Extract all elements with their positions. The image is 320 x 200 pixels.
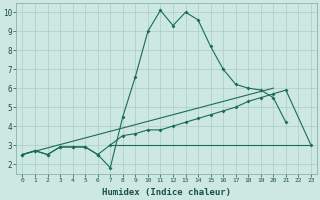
X-axis label: Humidex (Indice chaleur): Humidex (Indice chaleur) bbox=[102, 188, 231, 197]
